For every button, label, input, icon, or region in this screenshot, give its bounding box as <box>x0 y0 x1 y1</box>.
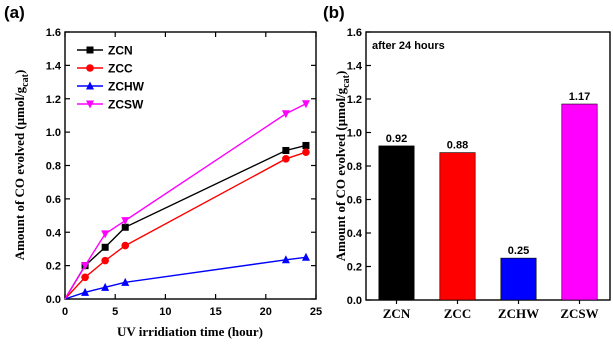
legend-zcc-marker <box>86 64 94 72</box>
series-zcsw-point <box>282 110 290 118</box>
panel-b-y-tick-label: 0.2 <box>347 262 362 274</box>
panel-a-x-axis-title: UV irridiation time (hour) <box>117 324 263 339</box>
panel-a-line-chart: (a) 0.0 0.2 0.4 0.6 0.8 1.0 1.2 1.4 1.6 0 5 10 15 20 2… <box>4 3 322 339</box>
panel-b-y-tick-label: 0.4 <box>347 228 363 240</box>
panel-a-x-tick-label: 0 <box>62 306 68 318</box>
panel-a-y-axis-title-main: Amount of CO evolved (μmol/g <box>12 86 27 260</box>
series-zcc-point <box>282 155 290 163</box>
series-zcc-point <box>101 257 109 265</box>
panel-a-y-tick-label: 1.2 <box>46 94 61 106</box>
panel-a-y-tick-label: 1.6 <box>46 27 61 39</box>
panel-a-y-tick-label: 1.4 <box>46 60 62 72</box>
series-zcsw-point <box>302 100 310 108</box>
panel-a-x-tick-label: 15 <box>209 306 221 318</box>
series-zcn-line <box>65 145 306 299</box>
bar-zcc-value-label: 0.88 <box>447 140 468 152</box>
bar-zcsw <box>562 104 597 300</box>
panel-b-bars: 0.92 0.88 0.25 1.17 <box>379 91 597 300</box>
panel-b-category-label: ZCN <box>383 306 411 321</box>
panel-b-y-axis-title-subscript: cat <box>341 74 352 87</box>
series-zcc-point <box>81 274 89 282</box>
legend-zcc-label: ZCC <box>108 62 133 76</box>
legend-zcn-marker <box>87 47 94 54</box>
panel-a-y-axis-title: Amount of CO evolved (μmol/gcat) <box>12 70 31 261</box>
series-zcn-point <box>102 244 109 251</box>
panel-b-category-label: ZCC <box>444 306 471 321</box>
panel-a-label: (a) <box>4 3 25 22</box>
series-zcc-point <box>121 242 129 250</box>
panel-a-y-axis-title-end: ) <box>12 70 27 74</box>
series-zcn-point <box>302 142 309 149</box>
panel-b-y-tick-label: 0.0 <box>347 295 362 307</box>
legend-zcn-label: ZCN <box>108 44 133 58</box>
panel-b-y-tick-label: 1.0 <box>347 128 362 140</box>
panel-a-y-tick-label: 0.0 <box>46 294 61 306</box>
bar-zcsw-value-label: 1.17 <box>569 91 590 103</box>
panel-a-y-tick-label: 0.8 <box>46 161 61 173</box>
panel-b-y-axis-title-end: ) <box>333 71 348 75</box>
bar-zcn-value-label: 0.92 <box>386 133 407 145</box>
series-zcn-point <box>282 147 289 154</box>
panel-a-x-tick-label: 25 <box>310 306 322 318</box>
series-zcc-line <box>65 152 306 299</box>
panel-b-category-label: ZCSW <box>560 306 598 321</box>
panel-b-annotation: after 24 hours <box>372 40 445 52</box>
panel-a-x-tick-label: 5 <box>112 306 118 318</box>
panel-a-y-axis-title-subscript: cat <box>20 73 31 86</box>
series-zcsw-line <box>65 104 306 299</box>
legend-zchw-label: ZCHW <box>108 80 145 94</box>
panel-a-legend: ZCN ZCC ZCHW ZCSW <box>77 44 145 112</box>
panel-b-y-axis-title-main: Amount of CO evolved (μmol/g <box>333 87 348 261</box>
panel-a-x-tick-label: 10 <box>159 306 171 318</box>
panel-b-label: (b) <box>323 3 345 22</box>
series-zcc <box>65 148 310 299</box>
panel-b-y-tick-label: 1.2 <box>347 94 362 106</box>
panel-a-y-tick-label: 0.2 <box>46 261 61 273</box>
panel-b-y-tick-label: 0.6 <box>347 195 362 207</box>
panel-a-series <box>65 100 310 299</box>
series-zcsw <box>65 100 310 299</box>
panel-b-bar-chart: (b) after 24 hours 0.0 0.2 0.4 0.6 0.8 1.0 1.2… <box>323 3 610 321</box>
panel-b-y-tick-label: 1.6 <box>347 27 362 39</box>
bar-zcn <box>379 146 414 300</box>
legend-zcsw-label: ZCSW <box>108 98 144 112</box>
panel-a-y-tick-label: 0.4 <box>46 227 62 239</box>
bar-zchw <box>501 258 536 300</box>
bar-zchw-value-label: 0.25 <box>508 245 529 257</box>
bar-zcc <box>440 153 475 300</box>
panel-a-x-tick-label: 20 <box>260 306 272 318</box>
panel-a-y-tick-label: 1.0 <box>46 127 61 139</box>
panel-b-y-tick-label: 0.8 <box>347 161 362 173</box>
panel-b-y-tick-label: 1.4 <box>347 61 363 73</box>
series-zchw-point <box>302 253 310 261</box>
panel-b-category-label: ZCHW <box>498 306 539 321</box>
panel-a-y-tick-label: 0.6 <box>46 194 61 206</box>
series-zcc-point <box>302 148 310 156</box>
